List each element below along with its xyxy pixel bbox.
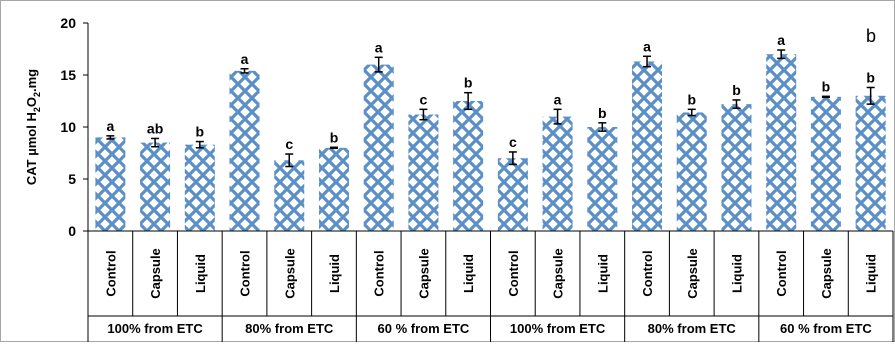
significance-label: b bbox=[687, 91, 696, 107]
y-tick-label: 0 bbox=[68, 223, 76, 239]
bar bbox=[274, 160, 305, 231]
bar bbox=[184, 144, 215, 231]
significance-label: a bbox=[241, 51, 249, 67]
significance-label: a bbox=[106, 118, 114, 134]
significance-label: c bbox=[420, 91, 428, 107]
bar bbox=[229, 70, 260, 231]
category-label: Liquid bbox=[193, 254, 208, 293]
bar bbox=[140, 142, 171, 231]
significance-label: a bbox=[777, 32, 785, 48]
bar bbox=[497, 158, 528, 231]
y-axis-label: CAT µmol H2O2.mg bbox=[24, 69, 42, 185]
significance-label: c bbox=[285, 136, 293, 152]
bar bbox=[363, 64, 394, 231]
group-label: 100% from ETC bbox=[107, 321, 203, 336]
category-label: Liquid bbox=[327, 254, 342, 293]
y-tick-label: 5 bbox=[68, 171, 76, 187]
bar bbox=[453, 101, 484, 231]
bar bbox=[810, 96, 841, 231]
category-label: Control bbox=[640, 250, 655, 296]
category-label: Control bbox=[238, 250, 253, 296]
significance-label: a bbox=[554, 91, 562, 107]
category-label: Control bbox=[103, 250, 118, 296]
bar bbox=[632, 61, 663, 232]
bar bbox=[95, 137, 126, 231]
y-axis-label-part: CAT µmol H bbox=[24, 112, 39, 185]
y-axis: 0 5 10 15 20 bbox=[60, 15, 89, 239]
significance-label: b bbox=[196, 124, 205, 140]
y-axis-label-part: O bbox=[24, 97, 39, 107]
bar bbox=[587, 127, 618, 231]
category-label: Liquid bbox=[864, 254, 879, 293]
panel-label: b bbox=[866, 26, 876, 46]
group-label: 100% from ETC bbox=[510, 321, 606, 336]
category-label: Capsule bbox=[551, 248, 566, 299]
x-axis: Control Capsule Liquid Control Capsule Liquid… bbox=[87, 230, 894, 342]
significance-label: c bbox=[509, 134, 517, 150]
category-label: Capsule bbox=[819, 248, 834, 299]
bar bbox=[766, 54, 797, 232]
significance-label: b bbox=[822, 78, 831, 94]
bar bbox=[542, 116, 573, 231]
group-label: 60 % from ETC bbox=[780, 321, 872, 336]
category-label: Liquid bbox=[729, 254, 744, 293]
y-tick-label: 20 bbox=[60, 15, 76, 31]
group-label: 80% from ETC bbox=[245, 321, 334, 336]
y-tick-label: 15 bbox=[60, 67, 76, 83]
bar bbox=[318, 147, 349, 231]
significance-label: ab bbox=[147, 120, 163, 136]
group-label: 60 % from ETC bbox=[378, 321, 470, 336]
category-label: Capsule bbox=[416, 248, 431, 299]
significance-label: b bbox=[732, 82, 741, 98]
category-label: Capsule bbox=[685, 248, 700, 299]
category-label: Capsule bbox=[282, 248, 297, 299]
significance-label: a bbox=[643, 38, 651, 54]
category-label: Control bbox=[506, 250, 521, 296]
bar bbox=[855, 95, 886, 231]
y-axis-label-part: 2 bbox=[32, 107, 42, 112]
category-label: Capsule bbox=[148, 248, 163, 299]
y-tick-label: 10 bbox=[60, 119, 76, 135]
bar bbox=[721, 104, 752, 231]
bar bbox=[408, 114, 439, 231]
category-label: Control bbox=[372, 250, 387, 296]
bar bbox=[676, 112, 707, 231]
significance-label: a bbox=[375, 39, 383, 55]
significance-label: b bbox=[598, 105, 607, 121]
significance-label: b bbox=[330, 129, 339, 145]
significance-label: b bbox=[866, 69, 875, 85]
category-label: Liquid bbox=[595, 254, 610, 293]
category-label: Liquid bbox=[461, 254, 476, 293]
y-axis-label-part: 2 bbox=[32, 92, 42, 97]
category-label: Control bbox=[774, 250, 789, 296]
group-label: 80% from ETC bbox=[648, 321, 737, 336]
significance-label: b bbox=[464, 75, 473, 91]
y-axis-label-part: .mg bbox=[24, 69, 39, 92]
